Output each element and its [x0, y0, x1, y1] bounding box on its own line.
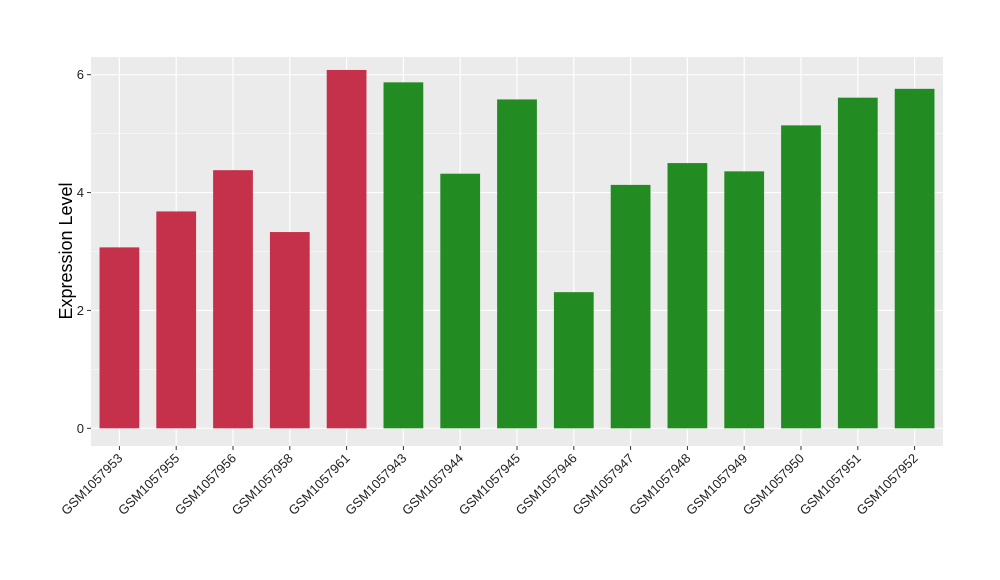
bar	[781, 125, 821, 429]
bar	[269, 232, 310, 429]
bar	[326, 69, 367, 429]
y-tick-label: 6	[77, 67, 84, 82]
bar	[610, 184, 651, 429]
bar	[837, 97, 878, 429]
bar	[383, 82, 424, 429]
bar	[440, 173, 481, 429]
bars	[99, 69, 935, 429]
bar	[497, 99, 537, 429]
x-tick-label: GSM1057952	[853, 451, 920, 518]
bar	[667, 163, 708, 429]
y-tick-label: 0	[77, 421, 84, 436]
x-axis: GSM1057953GSM1057955GSM1057956GSM1057958…	[58, 446, 921, 518]
bar	[156, 211, 197, 429]
bar	[553, 292, 594, 429]
bar	[213, 170, 253, 429]
y-axis-title: Expression Level	[56, 182, 76, 319]
y-tick-label: 4	[77, 185, 84, 200]
y-axis: 0 2 4 6	[77, 67, 91, 436]
y-tick-label: 2	[77, 303, 84, 318]
bar	[724, 171, 765, 429]
bar	[99, 247, 140, 429]
bar	[894, 88, 935, 429]
